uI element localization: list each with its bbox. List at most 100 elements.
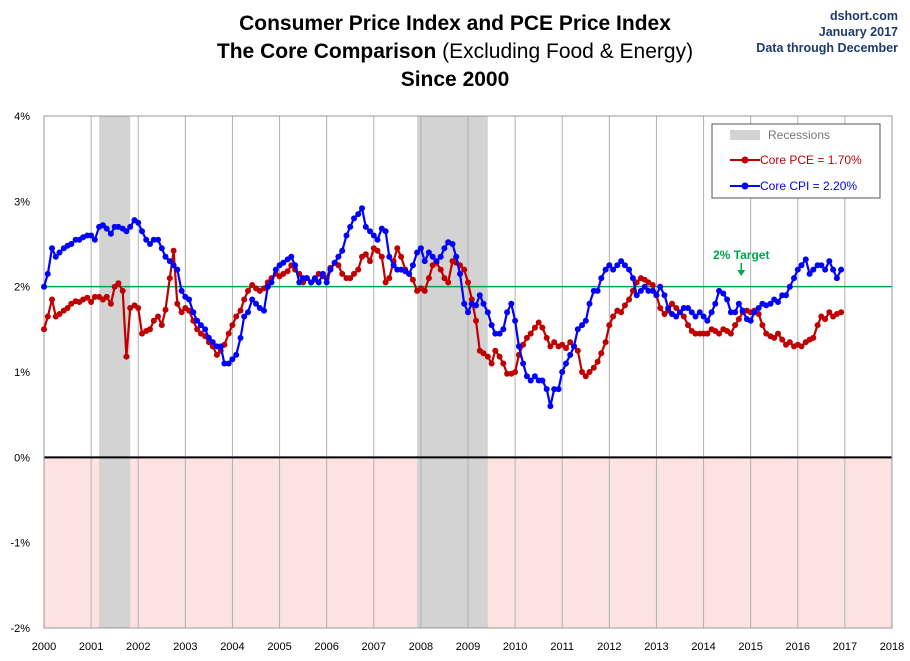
source-site: dshort.com: [829, 9, 898, 23]
y-tick-label: 0%: [14, 452, 30, 464]
core-pce-point: [394, 245, 401, 252]
core-cpi-point: [602, 266, 609, 273]
x-tick-label: 2012: [597, 641, 621, 653]
core-cpi-point: [677, 309, 683, 316]
core-pce-point: [504, 370, 511, 377]
core-pce-point: [170, 247, 177, 254]
core-pce-point: [645, 279, 652, 286]
core-cpi-point: [288, 253, 295, 260]
core-cpi-point: [49, 245, 55, 252]
core-cpi-point: [657, 283, 664, 290]
core-cpi-point: [261, 307, 267, 314]
title-line-2: The Core Comparison (Excluding Food & En…: [0, 38, 910, 66]
core-cpi-point: [237, 334, 244, 341]
core-cpi-point: [833, 275, 840, 282]
core-cpi-point: [205, 334, 212, 341]
core-pce-point: [213, 351, 220, 358]
core-pce-point: [437, 266, 444, 273]
core-cpi-point: [429, 253, 436, 260]
core-cpi-point: [704, 317, 711, 324]
core-pce-point: [547, 343, 554, 350]
core-cpi-point: [826, 258, 833, 265]
core-pce-point: [382, 279, 389, 286]
core-pce-point: [41, 326, 47, 333]
core-pce-point: [590, 364, 597, 371]
x-tick-label: 2010: [503, 641, 527, 653]
core-pce-point: [473, 317, 479, 324]
core-pce-point: [551, 339, 558, 346]
core-pce-point: [527, 330, 534, 337]
core-pce-point: [49, 296, 55, 303]
core-pce-point: [233, 313, 240, 320]
core-cpi-point: [523, 373, 530, 380]
x-tick-label: 2017: [833, 641, 857, 653]
core-pce-point: [91, 293, 98, 300]
core-pce-point: [84, 294, 91, 301]
y-tick-label: 4%: [14, 111, 30, 123]
core-pce-point: [704, 330, 711, 337]
core-pce-point: [147, 326, 153, 333]
core-cpi-point: [633, 292, 640, 299]
core-pce-point: [367, 258, 373, 265]
core-pce-point: [441, 275, 448, 282]
core-cpi-point: [311, 275, 318, 282]
core-cpi-point: [272, 266, 279, 273]
core-pce-point: [582, 373, 589, 380]
core-cpi-point: [339, 247, 346, 254]
legend-pce-label: Core PCE = 1.70%: [760, 153, 862, 167]
core-cpi-point: [323, 279, 330, 286]
core-cpi-point: [567, 351, 574, 358]
core-cpi-point: [739, 307, 746, 314]
core-cpi-point: [52, 253, 59, 260]
core-pce-point: [127, 305, 134, 311]
core-pce-point: [586, 369, 593, 375]
core-cpi-point: [417, 245, 424, 252]
core-pce-point: [339, 270, 346, 277]
core-cpi-point: [594, 287, 601, 294]
core-cpi-point: [178, 287, 185, 294]
core-pce-point: [162, 306, 169, 313]
core-cpi-point: [665, 305, 672, 311]
core-pce-point: [386, 275, 393, 282]
core-cpi-point: [606, 262, 613, 269]
core-pce-point: [563, 345, 569, 352]
core-pce-point: [107, 300, 114, 307]
core-cpi-point: [473, 302, 479, 309]
core-cpi-point: [315, 279, 322, 286]
core-cpi-point: [563, 360, 569, 367]
x-tick-label: 2011: [550, 641, 574, 653]
core-cpi-point: [712, 300, 719, 307]
core-pce-point: [838, 309, 845, 316]
core-pce-point: [775, 330, 781, 337]
core-pce-point: [115, 280, 122, 287]
core-pce-point: [398, 253, 405, 260]
core-cpi-point: [610, 266, 617, 273]
core-cpi-point: [343, 232, 350, 239]
core-cpi-point: [155, 236, 161, 243]
core-cpi-point: [217, 343, 224, 350]
core-cpi-point: [484, 309, 491, 316]
core-pce-point: [284, 268, 291, 275]
core-cpi-point: [547, 403, 554, 410]
core-cpi-point: [437, 253, 444, 260]
core-pce-point: [602, 339, 609, 346]
core-cpi-point: [449, 241, 456, 247]
core-cpi-point: [457, 270, 463, 277]
core-cpi-point: [747, 317, 754, 324]
core-pce-point: [598, 350, 605, 357]
core-cpi-point: [123, 228, 130, 235]
x-tick-label: 2008: [409, 641, 433, 653]
core-cpi-point: [370, 232, 377, 239]
core-cpi-point: [598, 275, 605, 282]
core-cpi-point: [696, 309, 703, 316]
core-cpi-point: [351, 215, 357, 222]
core-cpi-point: [202, 326, 209, 333]
core-pce-point: [606, 322, 613, 329]
core-cpi-point: [170, 262, 177, 269]
core-cpi-point: [221, 360, 228, 367]
core-pce-point: [814, 322, 821, 329]
target-label: 2% Target: [713, 248, 769, 262]
core-cpi-point: [579, 322, 585, 329]
core-pce-point: [771, 334, 778, 341]
core-cpi-point: [347, 223, 354, 230]
